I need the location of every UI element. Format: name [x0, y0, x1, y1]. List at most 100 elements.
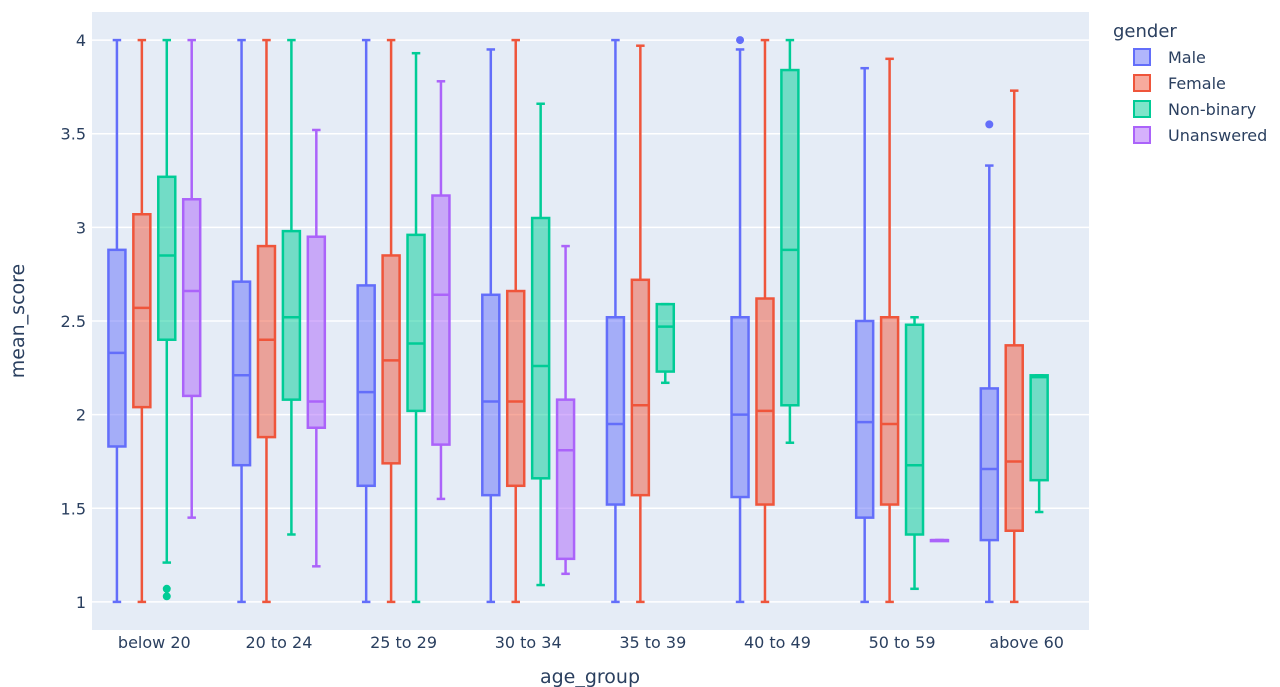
series-unanswered [181, 38, 950, 576]
box-non-binary-40-to-49 [780, 38, 800, 444]
box-iqr [555, 398, 576, 561]
box-iqr [181, 198, 202, 398]
box-female-20-to-24 [256, 38, 277, 604]
legend-item-female[interactable]: Female [1133, 74, 1226, 93]
y-axis-title: mean_score [7, 264, 29, 378]
box-iqr [231, 280, 252, 467]
box-iqr [356, 284, 376, 488]
legend-swatch [1133, 126, 1151, 144]
legend-swatch [1133, 100, 1151, 118]
box-male-40-to-49 [730, 36, 750, 604]
x-tick-label: 40 to 49 [744, 633, 811, 652]
y-tick-label: 2.5 [61, 312, 86, 331]
box-iqr [431, 194, 451, 446]
box-iqr [1004, 344, 1024, 532]
x-tick-label: 25 to 29 [370, 633, 437, 652]
legend-item-non-binary[interactable]: Non-binary [1133, 100, 1256, 119]
box-iqr [107, 248, 127, 448]
box-female-30-to-34 [505, 38, 526, 604]
y-tick-label: 1.5 [61, 499, 86, 518]
box-male-20-to-24 [231, 38, 252, 604]
series-non-binary [157, 38, 1049, 604]
legend-label: Non-binary [1168, 100, 1256, 119]
box-non-binary-above-60 [1029, 374, 1049, 514]
outlier-point [736, 36, 745, 45]
box-non-binary-50-to-59 [904, 316, 925, 591]
box-iqr [281, 229, 302, 401]
box-iqr [256, 244, 277, 439]
box-female-50-to-59 [879, 57, 900, 604]
x-tick-label: above 60 [989, 633, 1064, 652]
box-non-binary-35-to-39 [655, 302, 676, 385]
box-iqr [780, 68, 800, 407]
box-non-binary-below-20 [157, 38, 177, 601]
box-male-30-to-34 [481, 48, 501, 604]
box-female-above-60 [1004, 89, 1024, 604]
box-female-40-to-49 [755, 38, 775, 604]
box-iqr [1029, 374, 1049, 482]
box-non-binary-20-to-24 [281, 38, 302, 536]
box-female-below-20 [132, 38, 152, 604]
box-iqr [505, 289, 526, 488]
series-male [107, 36, 1000, 604]
box-unanswered-30-to-34 [555, 244, 576, 576]
box-iqr [132, 213, 152, 409]
box-unanswered-below-20 [181, 38, 202, 519]
outlier-point [162, 584, 171, 593]
legend[interactable]: gender Male Female Non-binary Unanswered [1113, 21, 1267, 145]
box-iqr [306, 235, 327, 429]
box-female-25-to-29 [381, 38, 401, 604]
box-iqr [655, 302, 676, 373]
box-non-binary-30-to-34 [530, 102, 551, 587]
box-iqr [605, 316, 626, 506]
outlier-point [162, 592, 171, 601]
box-unanswered-20-to-24 [306, 128, 327, 568]
box-iqr [157, 175, 177, 341]
legend-label: Male [1168, 48, 1206, 67]
legend-item-male[interactable]: Male [1133, 48, 1206, 67]
box-iqr [979, 387, 1000, 542]
outlier-point [985, 120, 994, 129]
box-iqr [481, 293, 501, 497]
y-tick-label: 4 [76, 31, 86, 50]
box-iqr [730, 316, 750, 499]
box-male-35-to-39 [605, 38, 626, 604]
x-tick-label: 30 to 34 [495, 633, 562, 652]
x-tick-label: 50 to 59 [869, 633, 936, 652]
legend-label: Unanswered [1168, 126, 1267, 145]
box-traces [107, 36, 1049, 604]
legend-title: gender [1113, 21, 1177, 42]
legend-label: Female [1168, 74, 1226, 93]
series-female [132, 38, 1024, 604]
y-tick-label: 1 [76, 593, 86, 612]
x-tick-label: below 20 [118, 633, 191, 652]
legend-items[interactable]: Male Female Non-binary Unanswered [1133, 48, 1267, 145]
box-iqr [879, 316, 900, 506]
box-unanswered-50-to-59 [929, 538, 950, 543]
box-male-below-20 [107, 38, 127, 604]
y-tick-labels: 1 1.5 2 2.5 3 3.5 4 [61, 31, 86, 612]
box-iqr [630, 278, 651, 497]
y-tick-label: 3 [76, 218, 86, 237]
x-axis-title: age_group [540, 666, 640, 687]
box-male-above-60 [979, 120, 1000, 604]
x-tick-label: 35 to 39 [619, 633, 686, 652]
y-tick-label: 3.5 [61, 125, 86, 144]
box-male-25-to-29 [356, 38, 376, 604]
legend-swatch [1133, 74, 1151, 92]
legend-item-unanswered[interactable]: Unanswered [1133, 126, 1267, 145]
box-unanswered-25-to-29 [431, 80, 451, 501]
box-iqr [530, 216, 551, 480]
box-male-50-to-59 [854, 66, 875, 604]
box-iqr [406, 233, 426, 413]
box-non-binary-25-to-29 [406, 51, 426, 604]
box-iqr [755, 297, 775, 506]
y-tick-label: 2 [76, 406, 86, 425]
legend-swatch [1133, 48, 1151, 66]
box-iqr [904, 323, 925, 536]
x-tick-label: 20 to 24 [245, 633, 312, 652]
box-iqr [854, 319, 875, 519]
box-female-35-to-39 [630, 44, 651, 604]
x-tick-labels: below 20 20 to 24 25 to 29 30 to 34 35 to 39… [118, 633, 1064, 652]
